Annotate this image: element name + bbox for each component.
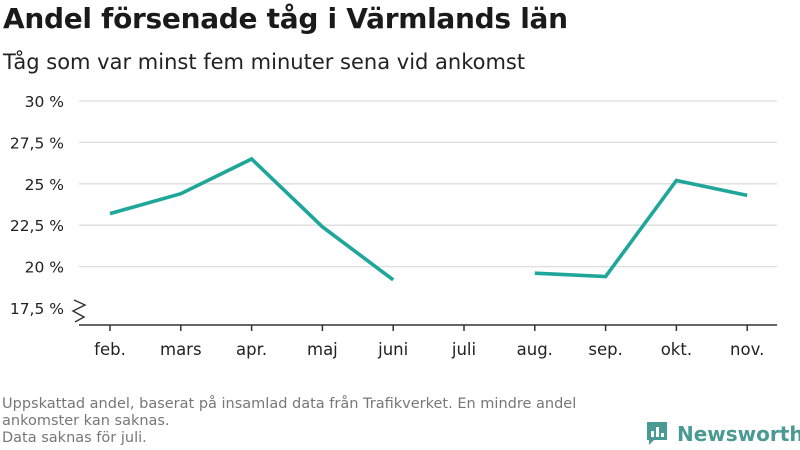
chart-title: Andel försenade tåg i Värmlands län xyxy=(3,2,568,35)
series-line-segment xyxy=(534,178,748,279)
y-axis: 17,5 % 20 % 22,5 % 25 % 27,5 % 30 % xyxy=(10,93,87,323)
x-tick-label: juli xyxy=(451,340,476,359)
y-tick-label: 27,5 % xyxy=(10,134,64,152)
y-tick-label: 17,5 % xyxy=(10,300,64,318)
x-tick-label: sep. xyxy=(588,340,622,359)
footnote-source: Uppskattad andel, baserat på insamlad da… xyxy=(2,396,577,429)
footnote: Uppskattad andel, baserat på insamlad da… xyxy=(2,396,642,447)
bar-chart-icon xyxy=(647,422,667,445)
x-tick-label: aug. xyxy=(517,340,553,359)
y-tick-label: 22,5 % xyxy=(10,217,64,235)
line-chart: 17,5 % 20 % 22,5 % 25 % 27,5 % 30 % feb. mars a… xyxy=(10,93,777,359)
x-tick-label: maj xyxy=(307,340,338,359)
axis-break-icon xyxy=(71,299,87,323)
x-tick-label: mars xyxy=(160,340,202,359)
series-lines xyxy=(109,156,748,282)
chart-subtitle: Tåg som var minst fem minuter sena vid a… xyxy=(3,50,526,74)
x-tick-label: feb. xyxy=(94,340,126,359)
y-tick-label: 20 % xyxy=(25,259,64,277)
brand-logo: Newsworthy xyxy=(645,420,800,447)
y-tick-label: 25 % xyxy=(25,176,64,194)
y-tick-label: 30 % xyxy=(25,93,64,111)
x-tick-labels: feb. mars apr. maj juni juli aug. sep. okt. nov. xyxy=(94,340,764,359)
x-tick-label: nov. xyxy=(730,340,764,359)
x-tick-label: okt. xyxy=(661,340,692,359)
x-tick-label: juni xyxy=(377,340,408,359)
x-tick-label: apr. xyxy=(236,340,267,359)
footnote-missing-data: Data saknas för juli. xyxy=(2,430,147,446)
series-line-segment xyxy=(109,156,395,282)
brand-name: Newsworthy xyxy=(677,421,800,446)
gridlines xyxy=(79,100,777,268)
x-axis xyxy=(79,324,777,331)
